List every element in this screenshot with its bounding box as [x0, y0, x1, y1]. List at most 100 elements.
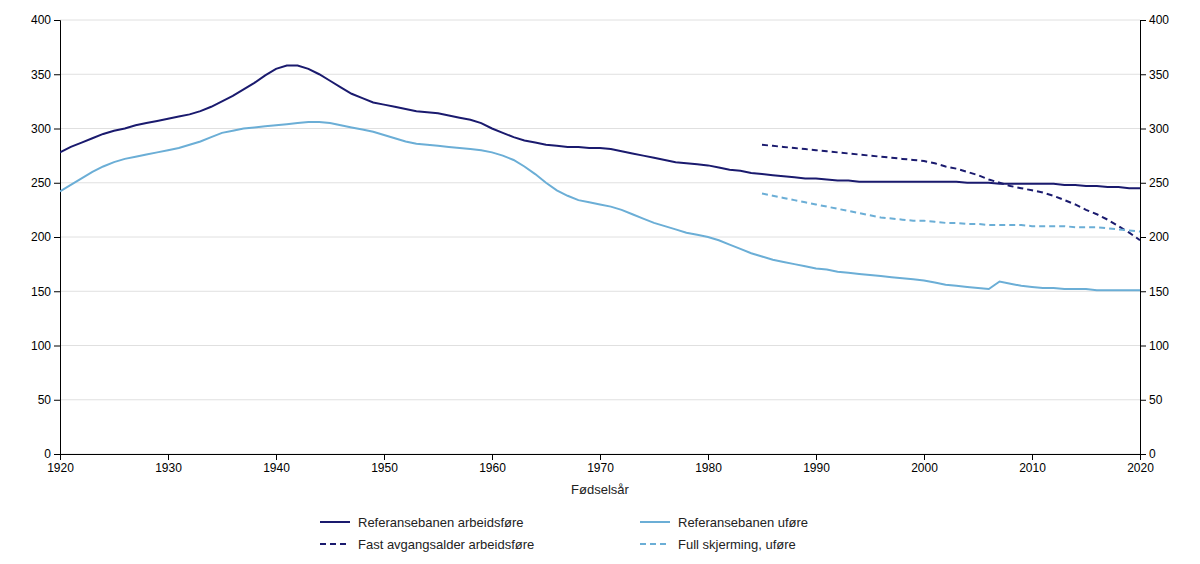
tick-label: 1940 [263, 461, 290, 475]
tick-label: 1960 [479, 461, 506, 475]
tick: 150 [1140, 285, 1169, 299]
tick: 400 [31, 13, 60, 27]
tick-label: 200 [1149, 230, 1169, 244]
y2-axis: 0 50 100 150 200 250 300 350 400 [1140, 13, 1169, 461]
x-axis-title: Fødselsår [571, 482, 629, 497]
tick: 300 [1140, 122, 1169, 136]
tick: 100 [31, 339, 60, 353]
tick-label: 100 [1149, 339, 1169, 353]
tick-mark [924, 454, 925, 460]
tick: 50 [1140, 393, 1163, 407]
grid-line [60, 345, 1140, 346]
plot-area: 1920193019401950196019701980199020002010… [31, 13, 1169, 551]
tick-label: 1970 [587, 461, 614, 475]
tick-label: 400 [1149, 13, 1169, 27]
legend-item: Full skjerming, uføre [640, 537, 796, 552]
tick-mark [1140, 237, 1146, 238]
tick-mark [708, 454, 709, 460]
tick-label: 50 [1149, 393, 1163, 407]
tick: 300 [31, 122, 60, 136]
tick-label: 1930 [155, 461, 182, 475]
tick-mark [1140, 346, 1146, 347]
tick-mark [816, 454, 817, 460]
tick: 1980 [695, 454, 722, 475]
series-line [762, 194, 1140, 232]
tick: 1930 [155, 454, 182, 475]
tick: 1920 [47, 454, 74, 475]
tick-label: 1990 [803, 461, 830, 475]
tick: 200 [1140, 230, 1169, 244]
legend-item: Referansebanen arbeidsføre [320, 515, 524, 530]
tick-mark [54, 237, 60, 238]
tick-mark [54, 129, 60, 130]
tick-label: 400 [31, 13, 51, 27]
tick-mark [1140, 20, 1146, 21]
tick-label: 100 [31, 339, 51, 353]
tick-mark [1032, 454, 1033, 460]
tick-label: 350 [31, 68, 51, 82]
tick-label: 150 [1149, 285, 1169, 299]
tick-label: 350 [1149, 68, 1169, 82]
tick-mark [1140, 183, 1146, 184]
tick-mark [54, 20, 60, 21]
tick-mark [54, 346, 60, 347]
legend-swatch [320, 543, 350, 545]
tick: 0 [1140, 447, 1156, 461]
grid-line [60, 74, 1140, 75]
legend-label: Fast avgangsalder arbeidsføre [358, 537, 534, 552]
tick-label: 150 [31, 285, 51, 299]
tick: 150 [31, 285, 60, 299]
tick: 200 [31, 230, 60, 244]
tick-mark [1140, 400, 1146, 401]
tick-label: 200 [31, 230, 51, 244]
grid [60, 20, 1140, 454]
tick-mark [54, 400, 60, 401]
legend-label: Referansebanen uføre [678, 515, 808, 530]
legend-label: Full skjerming, uføre [678, 537, 796, 552]
tick: 1950 [371, 454, 398, 475]
x-axis: 1920 1930 1940 1950 1960 1970 1980 1990 2000 2010… [47, 454, 1154, 475]
tick-label: 1950 [371, 461, 398, 475]
tick-label: 1920 [47, 461, 74, 475]
tick-mark [384, 454, 385, 460]
tick: 250 [1140, 176, 1169, 190]
tick: 250 [31, 176, 60, 190]
tick-label: 1980 [695, 461, 722, 475]
grid-line [60, 20, 1140, 21]
series-line [60, 122, 1140, 290]
tick: 2000 [911, 454, 938, 475]
tick-label: 2020 [1127, 461, 1154, 475]
tick: 1970 [587, 454, 614, 475]
tick-label: 0 [1149, 447, 1156, 461]
tick-mark [1140, 74, 1146, 75]
legend: Referansebanen arbeidsføre Referansebanen… [320, 515, 808, 552]
chart-svg: 1920193019401950196019701980199020002010… [0, 0, 1200, 564]
tick-label: 250 [31, 176, 51, 190]
y-axis-line [54, 21, 61, 455]
tick: 1960 [479, 454, 506, 475]
grid-line [60, 128, 1140, 129]
tick-mark [54, 291, 60, 292]
tick-label: 2010 [1019, 461, 1046, 475]
legend-label: Referansebanen arbeidsføre [358, 515, 524, 530]
tick-label: 300 [1149, 122, 1169, 136]
tick-label: 0 [44, 447, 51, 461]
series-line [60, 66, 1140, 189]
grid-line [60, 291, 1140, 292]
tick-label: 50 [38, 393, 52, 407]
x-axis-line [61, 455, 1141, 461]
tick-mark [492, 454, 493, 460]
legend-item: Fast avgangsalder arbeidsføre [320, 537, 534, 552]
tick-mark [54, 74, 60, 75]
tick-mark [1140, 129, 1146, 130]
tick: 50 [38, 393, 60, 407]
tick-mark [276, 454, 277, 460]
tick-mark [600, 454, 601, 460]
y2-axis-line [1141, 21, 1147, 455]
legend-swatch [320, 521, 350, 523]
legend-item: Referansebanen uføre [640, 515, 808, 530]
tick-mark [54, 454, 60, 455]
legend-swatch [640, 543, 670, 545]
tick: 1940 [263, 454, 290, 475]
tick-label: 300 [31, 122, 51, 136]
